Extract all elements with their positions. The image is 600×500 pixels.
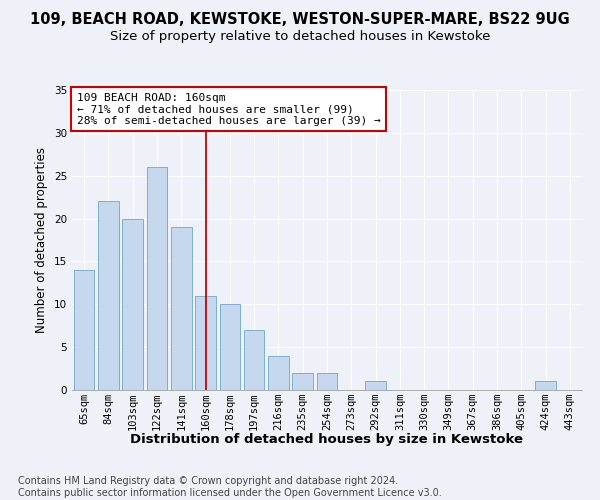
Bar bbox=[74, 270, 94, 390]
Bar bbox=[122, 218, 143, 390]
Bar bbox=[98, 202, 119, 390]
Text: Size of property relative to detached houses in Kewstoke: Size of property relative to detached ho… bbox=[110, 30, 490, 43]
Bar bbox=[146, 167, 167, 390]
Text: Distribution of detached houses by size in Kewstoke: Distribution of detached houses by size … bbox=[131, 432, 523, 446]
Bar bbox=[317, 373, 337, 390]
Bar bbox=[365, 382, 386, 390]
Bar bbox=[268, 356, 289, 390]
Bar bbox=[171, 227, 191, 390]
Text: 109 BEACH ROAD: 160sqm
← 71% of detached houses are smaller (99)
28% of semi-det: 109 BEACH ROAD: 160sqm ← 71% of detached… bbox=[77, 92, 380, 126]
Bar bbox=[535, 382, 556, 390]
Text: 109, BEACH ROAD, KEWSTOKE, WESTON-SUPER-MARE, BS22 9UG: 109, BEACH ROAD, KEWSTOKE, WESTON-SUPER-… bbox=[30, 12, 570, 28]
Y-axis label: Number of detached properties: Number of detached properties bbox=[35, 147, 49, 333]
Bar bbox=[220, 304, 240, 390]
Bar bbox=[244, 330, 265, 390]
Text: Contains HM Land Registry data © Crown copyright and database right 2024.
Contai: Contains HM Land Registry data © Crown c… bbox=[18, 476, 442, 498]
Bar bbox=[195, 296, 216, 390]
Bar bbox=[292, 373, 313, 390]
